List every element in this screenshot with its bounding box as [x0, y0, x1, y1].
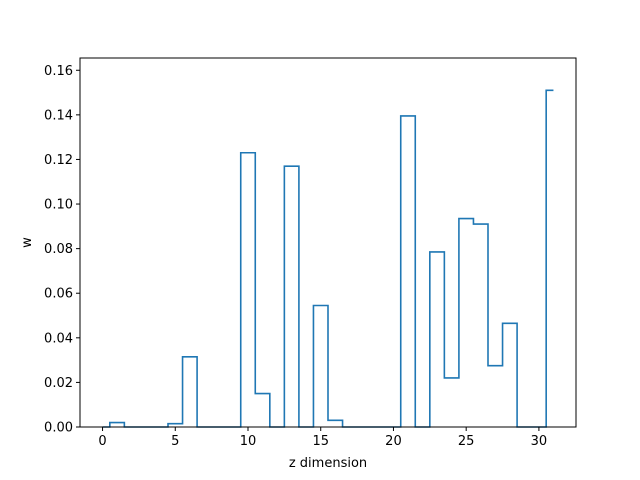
y-tick-label: 0.04 [44, 331, 73, 346]
y-tick-label: 0.12 [44, 153, 73, 168]
y-tick-label: 0.06 [44, 287, 73, 302]
y-tick-label: 0.00 [44, 421, 73, 436]
x-tick-label: 5 [171, 434, 179, 449]
x-tick-label: 0 [98, 434, 106, 449]
x-axis-label: z dimension [289, 456, 367, 471]
y-tick-label: 0.14 [44, 108, 73, 123]
plot-content [102, 89, 554, 428]
y-tick-label: 0.10 [44, 198, 73, 213]
plot-frame [79, 57, 577, 428]
x-tick-label: 30 [531, 434, 548, 449]
y-tick-label: 0.16 [44, 64, 73, 79]
x-tick-label: 20 [385, 434, 402, 449]
x-tick-label: 10 [240, 434, 257, 449]
y-tick-label: 0.08 [44, 242, 73, 257]
step-series-line [102, 89, 554, 428]
x-axis-ticks: 0 5 10 15 20 25 30 [98, 427, 547, 449]
y-axis-label: w [20, 237, 35, 248]
y-tick-label: 0.02 [44, 376, 73, 391]
x-tick-label: 15 [312, 434, 329, 449]
x-tick-label: 25 [458, 434, 475, 449]
y-axis-ticks: 0.00 0.02 0.04 0.06 0.08 0.10 0.12 0.14 0.16 [44, 64, 80, 436]
